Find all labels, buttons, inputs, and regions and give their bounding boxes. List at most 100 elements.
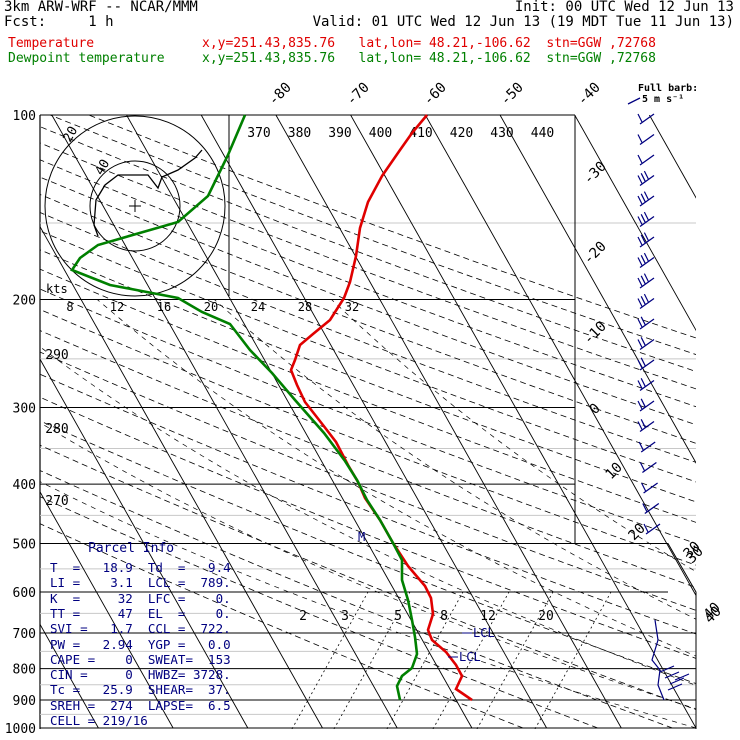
wind-barb-flag xyxy=(643,211,649,221)
wind-barb-shaft xyxy=(639,195,655,207)
wind-barb xyxy=(641,482,658,494)
theta-label: 430 xyxy=(490,126,513,141)
theta-label: 370 xyxy=(247,126,270,141)
mixing-ratio-label: 2 xyxy=(299,609,307,624)
parcel-info-row: SREH = 274 LAPSE= 6.5 xyxy=(50,697,231,713)
isotherm-label: -10 xyxy=(581,319,610,348)
temperature-curve xyxy=(289,114,473,702)
wind-barb-shaft xyxy=(639,277,655,289)
wind-barb-flag xyxy=(643,252,649,262)
isotherm-line xyxy=(724,115,740,728)
wind-barb xyxy=(637,293,655,310)
wind-barb-flag xyxy=(637,257,643,266)
wind-barbs xyxy=(627,97,690,701)
pressure-tick-label: 600 xyxy=(13,586,36,601)
mixing-ratio-line xyxy=(534,591,612,729)
wind-barb xyxy=(639,461,657,474)
mixing-ratio-label: 8 xyxy=(440,609,448,624)
moist-adiabat-line xyxy=(331,299,696,573)
wind-barb xyxy=(637,316,655,330)
wind-barb-flag xyxy=(643,293,649,303)
mixing-ratio-line xyxy=(432,591,510,729)
pressure-tick-label: 800 xyxy=(13,663,36,678)
forecast-hour: Fcst: 1 h xyxy=(4,14,114,30)
pressure-tick-label: 900 xyxy=(13,694,36,709)
wind-barb-flag xyxy=(640,296,646,305)
wind-barb-flag xyxy=(637,421,643,430)
theta-label-left: 270 xyxy=(45,494,68,509)
wind-barb-flag xyxy=(643,232,649,241)
wind-barb-flag xyxy=(637,400,643,410)
wind-barb-flag xyxy=(640,357,646,367)
wind-barb xyxy=(642,502,660,515)
legend-dewpoint: Dewpoint temperature xyxy=(8,51,165,66)
dry-adiabat-line xyxy=(40,230,696,483)
isotherm-line xyxy=(51,115,398,729)
wind-barb xyxy=(637,357,655,371)
hodograph-speed-label: 28 xyxy=(298,300,312,314)
legend-dewpoint-info: x,y=251.43,835.76 lat,lon= 48.21,-106.62… xyxy=(202,51,656,66)
legend-temperature-info: x,y=251.43,835.76 lat,lon= 48.21,-106.62… xyxy=(202,36,656,51)
parcel-info-row: TT = 47 EL = 0. xyxy=(50,605,231,621)
parcel-info-row: SVI = 1.7 CCL = 722. xyxy=(50,621,231,637)
pressure-tick-label: 500 xyxy=(13,537,36,552)
wind-barb-flag xyxy=(638,441,644,451)
wind-barb-shaft xyxy=(642,461,657,474)
dry-adiabat-line xyxy=(40,330,696,588)
wind-barb-flag xyxy=(642,503,648,512)
wind-barb-shaft xyxy=(639,379,655,392)
dry-adiabat-line xyxy=(40,496,598,729)
wind-barb-flag xyxy=(643,191,649,200)
isotherm-label: -60 xyxy=(421,80,450,109)
pressure-tick-label: 700 xyxy=(13,627,36,642)
dry-adiabat-lines xyxy=(40,115,696,729)
wind-barb xyxy=(637,113,655,125)
isotherm-line xyxy=(499,115,696,464)
dry-adiabat-line xyxy=(40,194,696,444)
wind-barb-shaft xyxy=(639,113,655,125)
wind-barb-flag xyxy=(640,378,646,387)
mixing-ratio-line xyxy=(476,591,554,729)
barb-note-line2: 5 m s⁻¹ xyxy=(642,94,685,105)
wind-barb-flag xyxy=(640,255,646,264)
model-title: 3km ARW-WRF -- NCAR/MMM xyxy=(4,0,198,15)
pressure-tick-label: 200 xyxy=(13,294,36,309)
isotherm-label: -30 xyxy=(581,159,610,188)
theta-label: 380 xyxy=(288,126,311,141)
wind-barb-flag xyxy=(643,170,649,180)
lcl-label: LCL xyxy=(459,650,481,664)
isotherm-line xyxy=(40,225,323,729)
isotherm-label: -50 xyxy=(498,80,527,109)
wind-barb-shaft xyxy=(639,215,655,228)
mixing-ratio-label: 12 xyxy=(480,609,496,624)
wind-barb xyxy=(637,337,655,351)
wind-barb-sample xyxy=(627,97,641,105)
isotherm-label: 10 xyxy=(603,460,626,483)
parcel-info-title: Parcel Info xyxy=(88,541,175,556)
wind-barb-flag xyxy=(640,234,646,244)
theta-label: 400 xyxy=(369,126,392,141)
wind-barb xyxy=(637,154,655,166)
isotherm-line xyxy=(200,115,547,729)
isotherm-label: -80 xyxy=(266,80,295,109)
wind-barb-shaft xyxy=(639,133,655,146)
wind-barb-shaft xyxy=(639,154,655,166)
marker-label: M xyxy=(358,530,365,544)
isotherm-label: -20 xyxy=(581,239,610,268)
isotherm-label: 0 xyxy=(587,401,604,418)
parcel-info-row: Tc = 25.9 SHEAR= 37. xyxy=(50,682,231,698)
mixing-ratio-label: 20 xyxy=(538,609,554,624)
wind-barb xyxy=(637,398,655,412)
wind-barb xyxy=(637,273,655,289)
wind-barb-flag xyxy=(640,337,646,346)
isotherm-line xyxy=(40,490,174,729)
hodograph-ring xyxy=(44,115,226,297)
wind-barb xyxy=(638,441,656,453)
parcel-info-row: LI = 3.1 LCL = 789. xyxy=(50,575,231,591)
wind-barb xyxy=(637,133,655,146)
dry-adiabat-line xyxy=(40,351,696,611)
hodograph-speed-label: 24 xyxy=(251,300,265,314)
hodograph-ring xyxy=(89,160,181,252)
parcel-info-row: CAPE = 0 SWEAT= 153 xyxy=(50,651,231,667)
theta-label: 440 xyxy=(531,126,554,141)
